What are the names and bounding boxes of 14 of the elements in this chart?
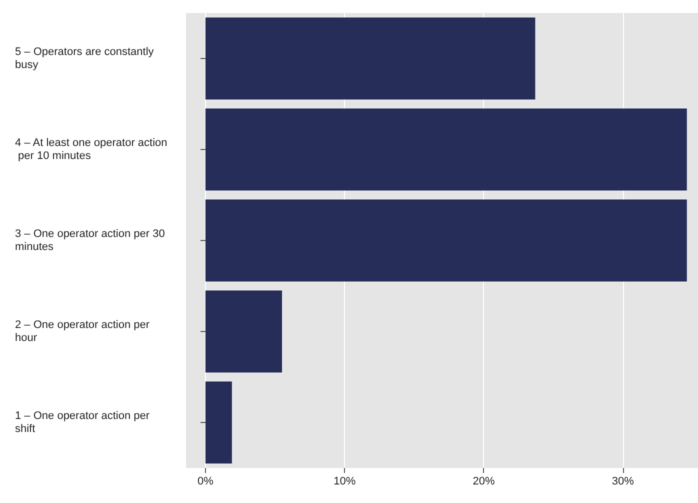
- y-tick-label: 4 – At least one operator action per 10 minutes: [15, 137, 168, 162]
- x-tick-label: 30%: [612, 476, 634, 488]
- bar: [205, 290, 282, 372]
- bar: [205, 200, 687, 282]
- x-tick-label: 20%: [472, 476, 495, 488]
- x-tick-label: 0%: [198, 476, 214, 488]
- y-tick-label: 3 – One operator action per 30 minutes: [15, 228, 168, 253]
- y-tick-label: 1 – One operator action per shift: [15, 410, 153, 435]
- x-tick-label: 10%: [334, 476, 356, 488]
- y-tick-label: 2 – One operator action per hour: [15, 319, 153, 344]
- bar: [205, 382, 232, 464]
- bar: [205, 18, 536, 100]
- y-tick-label: 5 – Operators are constantly busy: [15, 46, 157, 71]
- bar: [205, 108, 687, 190]
